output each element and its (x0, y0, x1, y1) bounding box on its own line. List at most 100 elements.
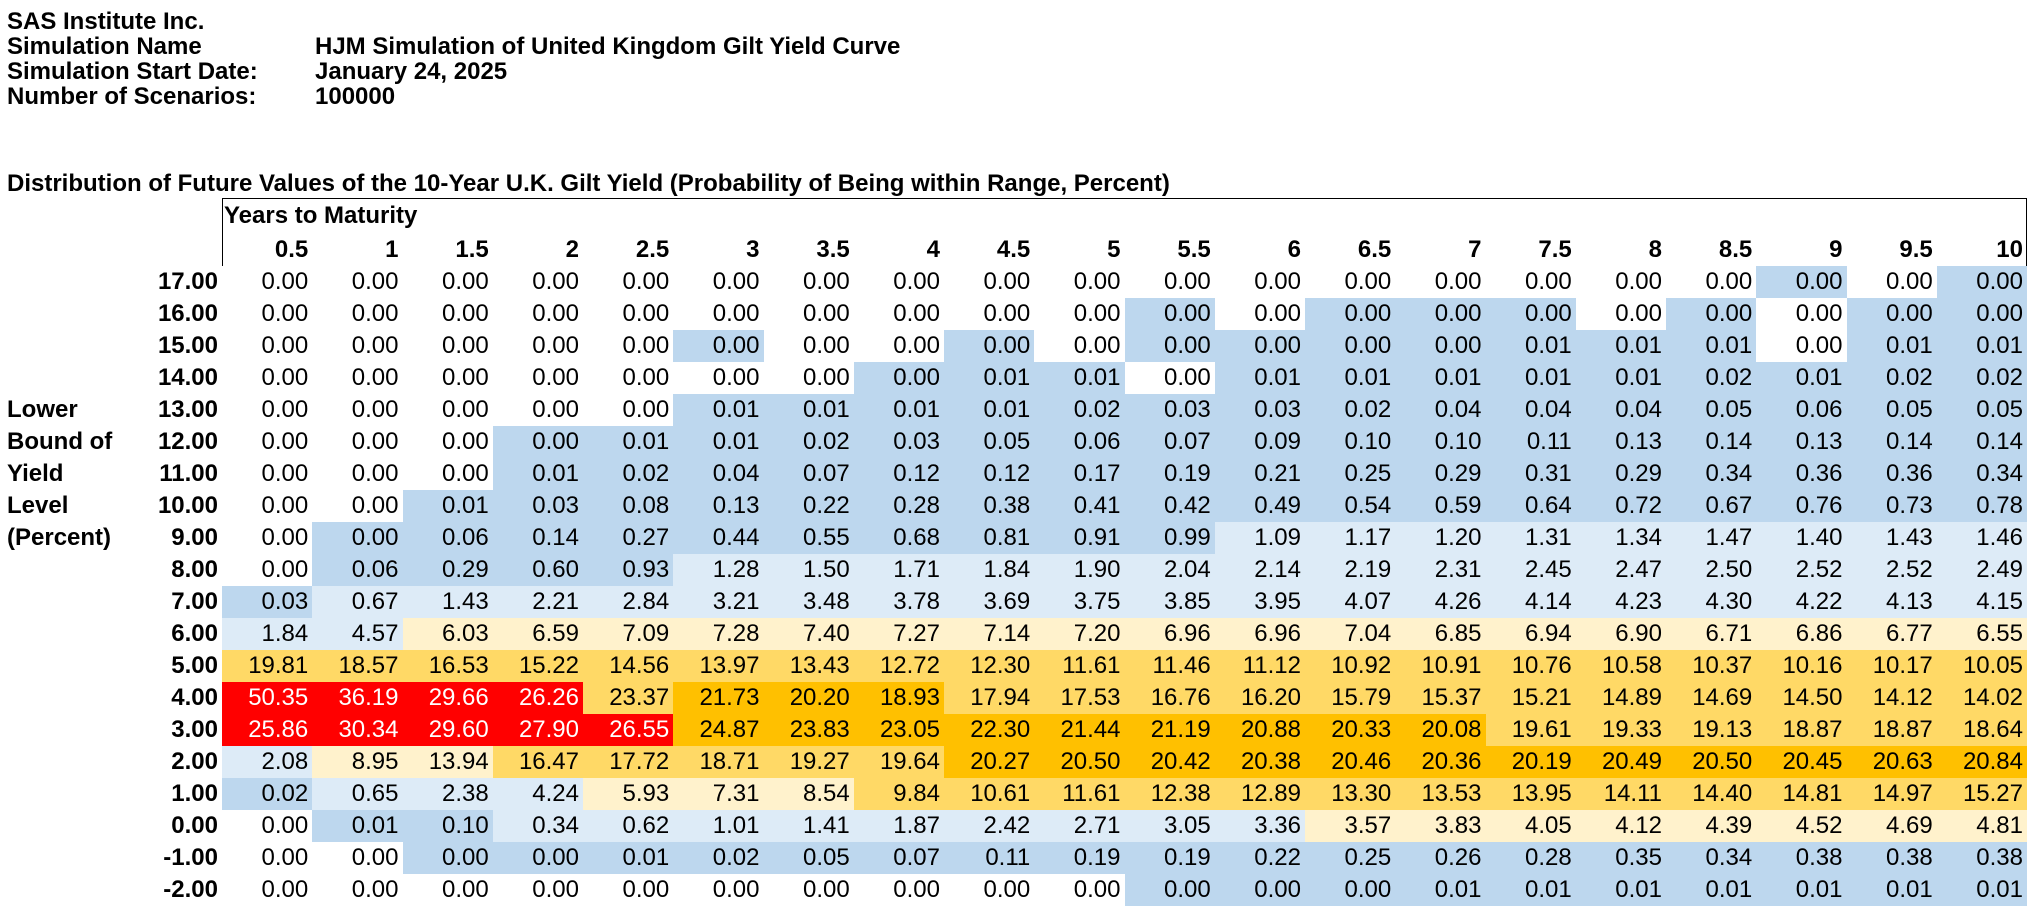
table-cell: 0.04 (1485, 394, 1576, 426)
table-cell: 0.42 (1124, 490, 1215, 522)
table-cell: 18.64 (1936, 714, 2027, 746)
table-cell: 0.04 (1395, 394, 1486, 426)
table-cell: 0.04 (1575, 394, 1666, 426)
table-cell: 0.17 (1034, 458, 1125, 490)
table-cell: 0.10 (1305, 426, 1396, 458)
column-group-label: Years to Maturity (224, 202, 418, 229)
table-cell: 15.79 (1305, 682, 1396, 714)
table-cell: 3.83 (1395, 810, 1486, 842)
table-cell: 0.01 (1485, 362, 1576, 394)
table-cell: 1.31 (1485, 522, 1576, 554)
table-row: 17.00 0.00 0.00 0.00 0.00 0.00 0.00 0.00 0.00 0.0… (0, 266, 2032, 298)
table-cell: 2.47 (1575, 554, 1666, 586)
table-cell: 0.34 (1936, 458, 2027, 490)
table-cell: 0.01 (492, 458, 583, 490)
table-cell: 4.30 (1666, 586, 1757, 618)
table-cell: 0.00 (673, 362, 764, 394)
table-cell: 11.61 (1034, 778, 1125, 810)
table-cell: 2.21 (492, 586, 583, 618)
table-cell: 0.00 (1305, 298, 1396, 330)
table-cell: 0.00 (222, 810, 313, 842)
table-cell: 1.01 (673, 810, 764, 842)
table-cell: 0.00 (312, 330, 403, 362)
table-cell: 0.00 (1756, 330, 1847, 362)
table-cell: 1.20 (1395, 522, 1486, 554)
table-cell: 20.63 (1846, 746, 1937, 778)
table-cell: 1.71 (853, 554, 944, 586)
table-cell: 20.49 (1575, 746, 1666, 778)
table-title: Distribution of Future Values of the 10-… (7, 170, 1170, 197)
table-cell: 1.28 (673, 554, 764, 586)
table-cell: 0.00 (402, 266, 493, 298)
table-cell: 0.06 (312, 554, 403, 586)
table-cell: 0.81 (944, 522, 1035, 554)
number-of-scenarios-row: Number of Scenarios: 100000 (7, 81, 395, 113)
table-cell: 20.50 (1666, 746, 1757, 778)
table-cell: 19.27 (763, 746, 854, 778)
table-cell: 0.02 (1846, 362, 1937, 394)
table-cell: 6.71 (1666, 618, 1757, 650)
row-label: 12.00 (157, 428, 218, 455)
table-cell: 0.00 (763, 330, 854, 362)
table-cell: 1.43 (1846, 522, 1937, 554)
table-cell: 0.10 (402, 810, 493, 842)
table-row: 7.00 0.03 0.67 1.43 2.21 2.84 3.21 3.48 3.78 3.69… (0, 586, 2032, 618)
table-cell: 3.95 (1214, 586, 1305, 618)
table-cell: 0.13 (1575, 426, 1666, 458)
table-cell: 0.00 (944, 874, 1035, 906)
table-cell: 4.24 (492, 778, 583, 810)
table-cell: 0.00 (1034, 874, 1125, 906)
table-cell: 3.36 (1214, 810, 1305, 842)
table-cell: 2.14 (1214, 554, 1305, 586)
table-cell: 18.87 (1756, 714, 1847, 746)
table-cell: 2.08 (222, 746, 313, 778)
table-cell: 0.00 (492, 394, 583, 426)
column-header: 1 (385, 236, 399, 263)
table-cell: 0.00 (222, 266, 313, 298)
table-cell: 0.01 (1936, 330, 2027, 362)
column-header: 4 (926, 236, 940, 263)
table-cell: 0.00 (1124, 266, 1215, 298)
simulation-name-label: Simulation Name (7, 33, 202, 60)
table-cell: 0.00 (222, 874, 313, 906)
row-axis-label-5: (Percent) (7, 524, 112, 551)
table-cell: 6.96 (1124, 618, 1215, 650)
table-cell: 0.68 (853, 522, 944, 554)
number-of-scenarios-label: Number of Scenarios: (7, 83, 257, 110)
table-cell: 0.00 (222, 394, 313, 426)
table-cell: 0.25 (1305, 842, 1396, 874)
table-cell: 0.00 (312, 266, 403, 298)
table-cell: 0.00 (1034, 330, 1125, 362)
column-header: 5.5 (1177, 236, 1211, 263)
table-cell: 4.23 (1575, 586, 1666, 618)
table-cell: 0.05 (1666, 394, 1757, 426)
table-cell: 1.47 (1666, 522, 1757, 554)
table-cell: 4.39 (1666, 810, 1757, 842)
table-cell: 0.72 (1575, 490, 1666, 522)
table-cell: 2.50 (1666, 554, 1757, 586)
table-cell: 0.05 (763, 842, 854, 874)
table-cell: 0.01 (853, 394, 944, 426)
table-cell: 6.55 (1936, 618, 2027, 650)
table-cell: 20.27 (944, 746, 1035, 778)
table-cell: 0.01 (1395, 362, 1486, 394)
table-cell: 12.72 (853, 650, 944, 682)
table-cell: 0.11 (944, 842, 1035, 874)
table-cell: 17.72 (583, 746, 674, 778)
table-cell: 0.00 (1124, 874, 1215, 906)
table-cell: 10.92 (1305, 650, 1396, 682)
table-cell: 0.01 (1846, 874, 1937, 906)
table-cell: 19.64 (853, 746, 944, 778)
table-cell: 20.36 (1395, 746, 1486, 778)
table-cell: 0.01 (1305, 362, 1396, 394)
table-cell: 16.76 (1124, 682, 1215, 714)
column-header: 6 (1287, 236, 1301, 263)
table-cell: 0.54 (1305, 490, 1396, 522)
table-cell: 14.69 (1666, 682, 1757, 714)
table-cell: 0.99 (1124, 522, 1215, 554)
table-cell: 0.00 (1305, 874, 1396, 906)
table-cell: 0.06 (1034, 426, 1125, 458)
table-cell: 0.00 (583, 330, 674, 362)
table-cell: 0.29 (402, 554, 493, 586)
table-cell: 14.02 (1936, 682, 2027, 714)
